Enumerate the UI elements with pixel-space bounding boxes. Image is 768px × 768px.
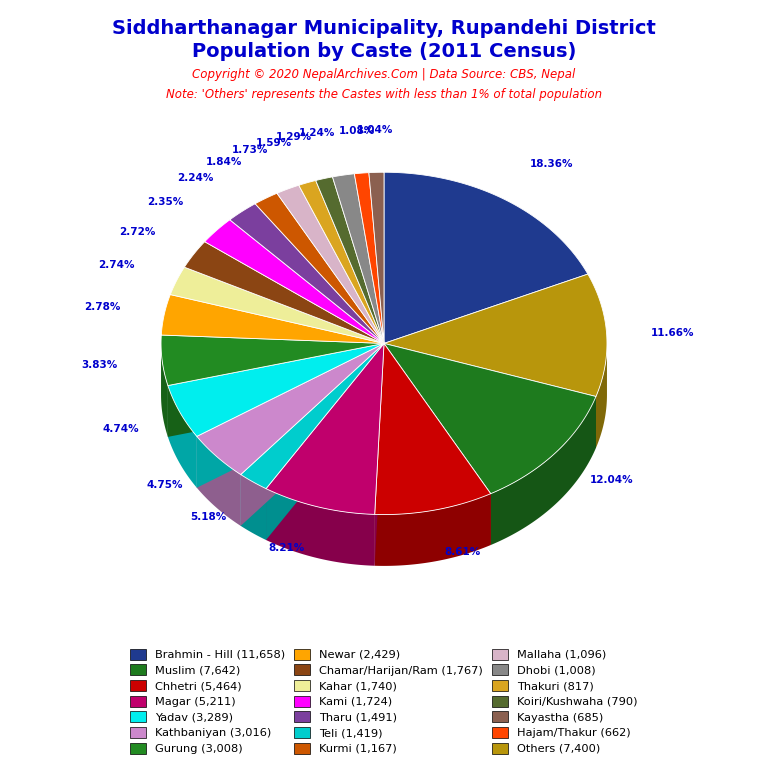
Polygon shape xyxy=(375,343,491,515)
Text: Population by Caste (2011 Census): Population by Caste (2011 Census) xyxy=(192,42,576,61)
Polygon shape xyxy=(161,335,384,386)
Polygon shape xyxy=(168,343,384,437)
Polygon shape xyxy=(354,173,384,343)
Polygon shape xyxy=(384,343,491,545)
Polygon shape xyxy=(375,343,384,566)
Polygon shape xyxy=(197,343,384,475)
Polygon shape xyxy=(240,475,266,540)
Polygon shape xyxy=(384,343,596,494)
Polygon shape xyxy=(316,177,384,343)
Polygon shape xyxy=(266,343,384,540)
Polygon shape xyxy=(230,204,384,343)
Text: 1.29%: 1.29% xyxy=(276,132,312,142)
Polygon shape xyxy=(197,343,384,488)
Text: 4.75%: 4.75% xyxy=(147,480,184,490)
Text: 1.84%: 1.84% xyxy=(206,157,242,167)
Polygon shape xyxy=(277,185,384,343)
Polygon shape xyxy=(170,267,384,343)
Polygon shape xyxy=(184,242,384,343)
Polygon shape xyxy=(384,274,607,396)
Text: 8.21%: 8.21% xyxy=(269,543,305,553)
Text: 11.66%: 11.66% xyxy=(651,328,695,338)
Polygon shape xyxy=(240,343,384,526)
Polygon shape xyxy=(240,343,384,526)
Polygon shape xyxy=(266,343,384,515)
Polygon shape xyxy=(168,343,384,437)
Text: 4.74%: 4.74% xyxy=(102,424,139,434)
Text: 5.18%: 5.18% xyxy=(190,511,227,521)
Polygon shape xyxy=(197,436,240,526)
Polygon shape xyxy=(168,386,197,488)
Text: Siddharthanagar Municipality, Rupandehi District: Siddharthanagar Municipality, Rupandehi … xyxy=(112,19,656,38)
Text: 2.24%: 2.24% xyxy=(177,174,214,184)
Polygon shape xyxy=(384,172,588,343)
Legend: Brahmin - Hill (11,658), Muslim (7,642), Chhetri (5,464), Magar (5,211), Yadav (: Brahmin - Hill (11,658), Muslim (7,642),… xyxy=(125,644,643,759)
Text: 2.74%: 2.74% xyxy=(98,260,135,270)
Text: 18.36%: 18.36% xyxy=(530,159,574,169)
Text: 2.72%: 2.72% xyxy=(119,227,156,237)
Polygon shape xyxy=(299,180,384,343)
Text: 1.59%: 1.59% xyxy=(256,137,292,147)
Polygon shape xyxy=(384,343,596,448)
Text: 1.73%: 1.73% xyxy=(232,145,269,155)
Text: 2.35%: 2.35% xyxy=(147,197,183,207)
Polygon shape xyxy=(375,494,491,566)
Polygon shape xyxy=(375,343,384,566)
Polygon shape xyxy=(161,295,384,343)
Text: 2.78%: 2.78% xyxy=(84,303,121,313)
Polygon shape xyxy=(333,174,384,343)
Text: 3.83%: 3.83% xyxy=(81,359,118,369)
Polygon shape xyxy=(266,488,375,566)
Polygon shape xyxy=(266,343,384,540)
Polygon shape xyxy=(168,343,384,436)
Text: 12.04%: 12.04% xyxy=(590,475,634,485)
Text: 1.04%: 1.04% xyxy=(357,124,393,134)
Polygon shape xyxy=(596,344,607,448)
Polygon shape xyxy=(197,343,384,488)
Polygon shape xyxy=(369,172,384,343)
Polygon shape xyxy=(161,343,168,437)
Text: 1.24%: 1.24% xyxy=(299,128,336,138)
Polygon shape xyxy=(384,343,596,448)
Polygon shape xyxy=(384,343,491,545)
Polygon shape xyxy=(255,194,384,343)
Polygon shape xyxy=(491,396,596,545)
Polygon shape xyxy=(205,220,384,343)
Text: Note: 'Others' represents the Castes with less than 1% of total population: Note: 'Others' represents the Castes wit… xyxy=(166,88,602,101)
Text: Copyright © 2020 NepalArchives.Com | Data Source: CBS, Nepal: Copyright © 2020 NepalArchives.Com | Dat… xyxy=(192,68,576,81)
Text: 1.08%: 1.08% xyxy=(339,125,376,135)
Polygon shape xyxy=(240,343,384,488)
Text: 8.61%: 8.61% xyxy=(445,547,481,557)
